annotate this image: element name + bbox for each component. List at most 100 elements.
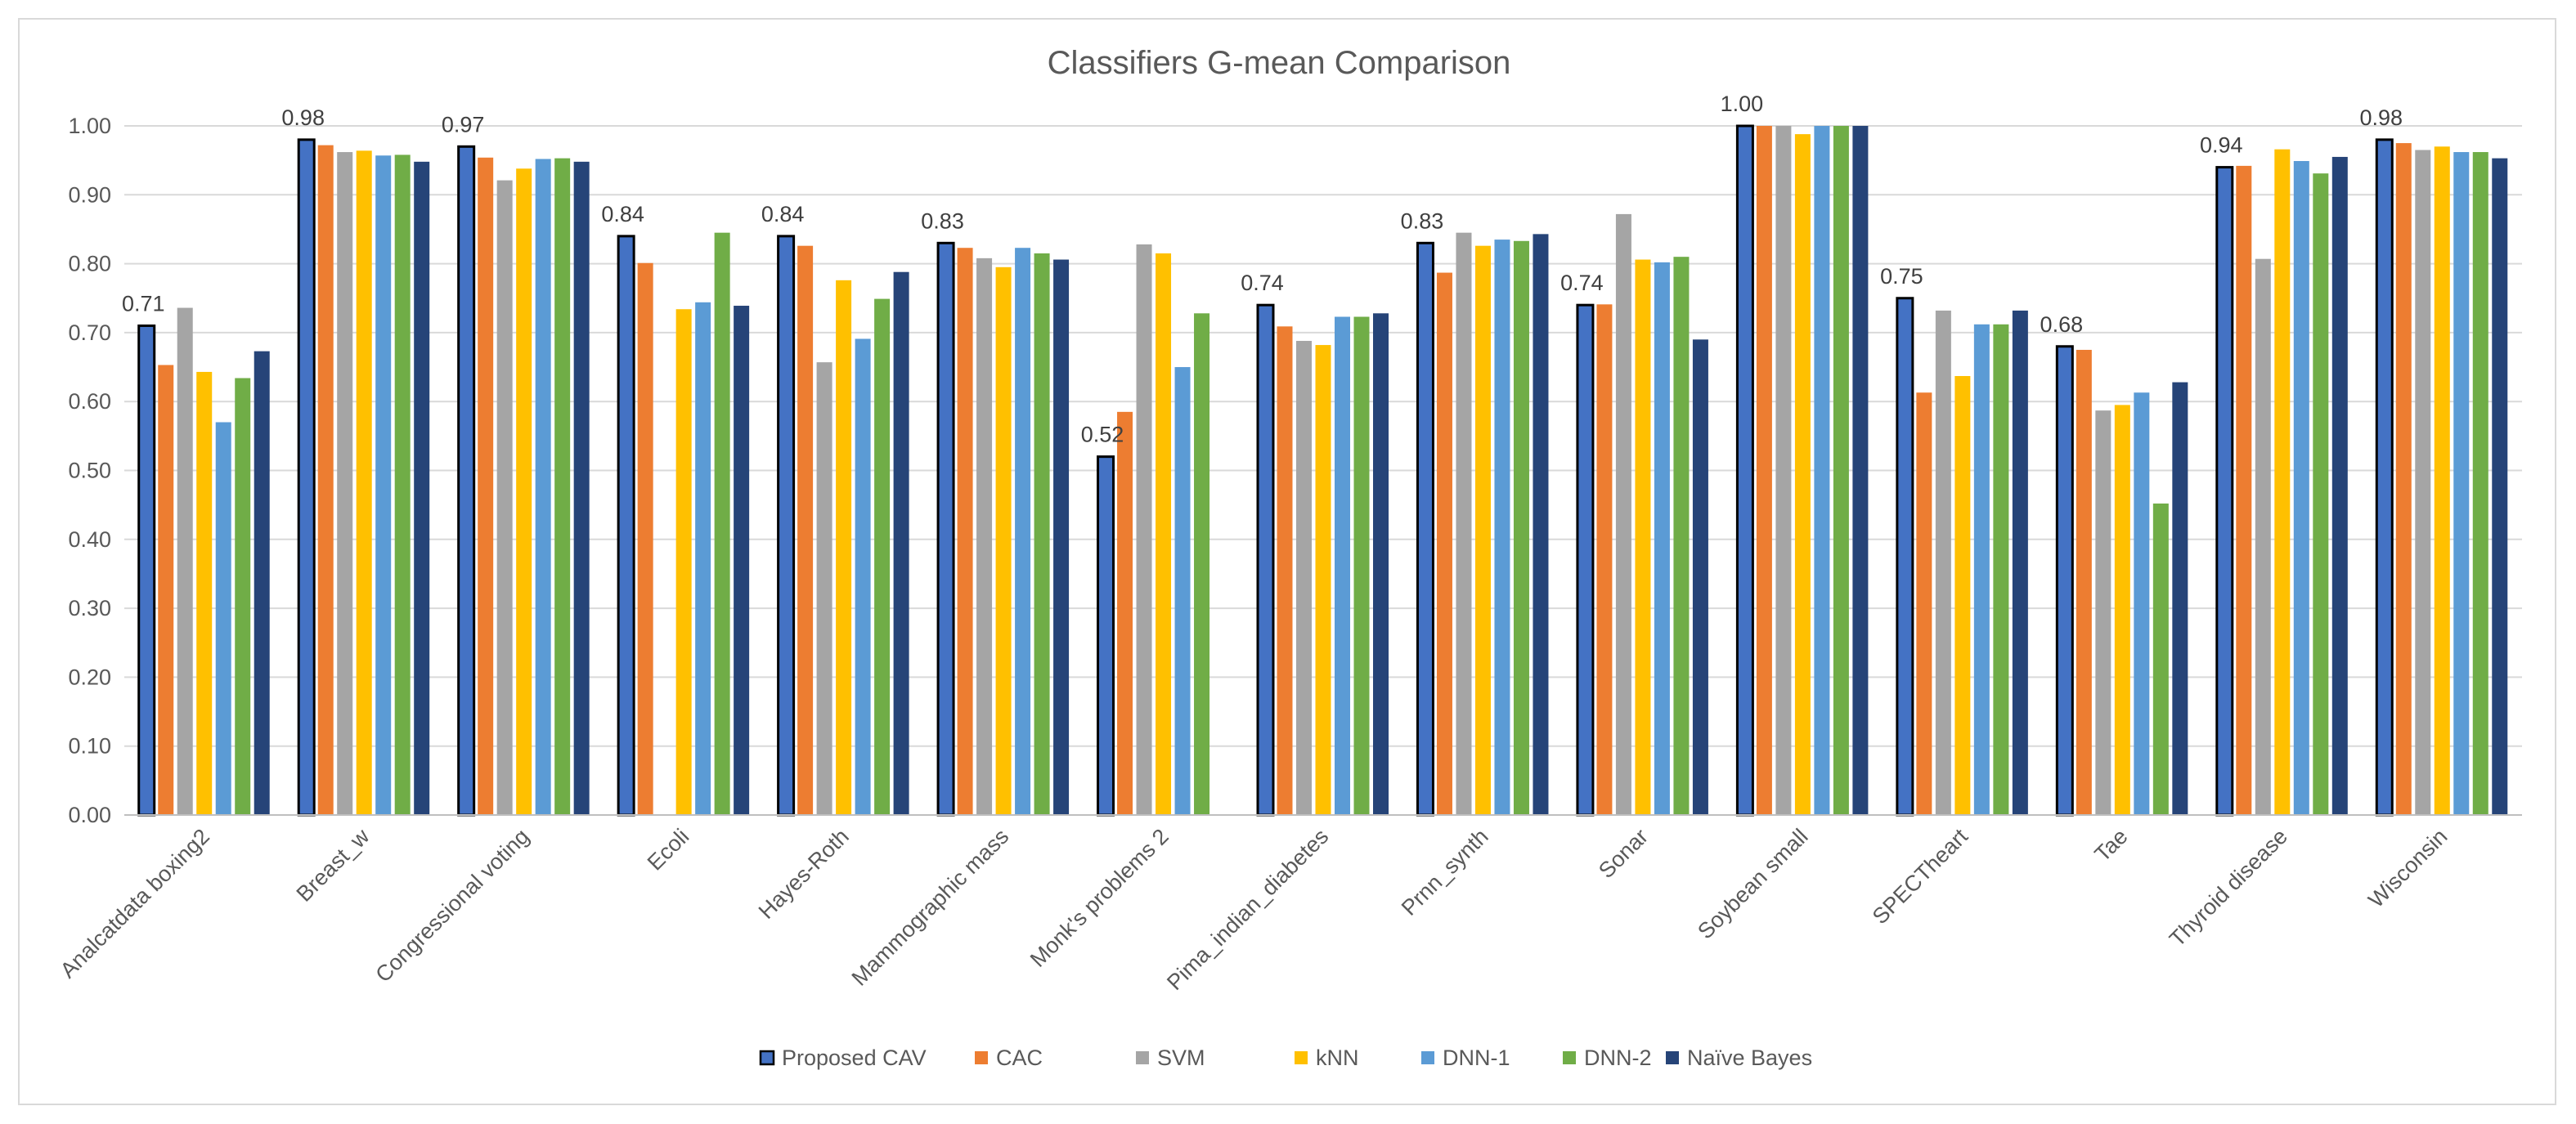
bar-proposed-cav-tae — [2055, 345, 2074, 817]
bar-cac-ecoli — [637, 262, 653, 816]
bar-knn-prnn-synth — [1474, 245, 1491, 815]
bar-knn-mammographic-mass — [995, 266, 1012, 815]
data-label-monk-s-problems-2: 0.52 — [1081, 423, 1124, 447]
legend-label: Proposed CAV — [782, 1046, 927, 1070]
legend-swatch — [1666, 1051, 1679, 1064]
bar-dnn-2-ecoli — [714, 232, 730, 815]
bar-svm-congressional-voting — [496, 180, 513, 816]
bar-svm-sonar — [1615, 213, 1631, 815]
bars — [137, 124, 2508, 817]
y-axis-ticks: 0.00 0.10 0.20 0.30 0.40 0.50 0.60 0.70 0.80 0.90… — [68, 114, 111, 827]
bar-cac-prnn-synth — [1436, 272, 1452, 816]
bar-proposed-cav-mammographic-mass — [936, 241, 955, 817]
legend-swatch — [759, 1050, 775, 1066]
bar-dnn-2-sonar — [1673, 257, 1690, 815]
y-tick-label: 0.90 — [68, 182, 111, 207]
y-tick-label: 0.60 — [68, 389, 111, 414]
bar-svm-mammographic-mass — [976, 257, 993, 816]
bar-na-ve-bayes-soybean-small — [1852, 126, 1869, 815]
legend-item-dnn-2: DNN-2 — [1563, 1046, 1652, 1070]
y-tick-label: 0.80 — [68, 252, 111, 276]
bar-dnn-2-thyroid-disease — [2313, 173, 2329, 816]
data-label-breast-w: 0.98 — [281, 105, 325, 130]
bar-proposed-cav-ecoli — [617, 235, 635, 817]
bar-knn-ecoli — [675, 309, 692, 815]
x-tick-label-thyroid-disease: Thyroid disease — [2165, 824, 2292, 952]
legend-swatch — [975, 1051, 988, 1064]
bar-na-ve-bayes-mammographic-mass — [1053, 259, 1070, 815]
bar-na-ve-bayes-congressional-voting — [573, 161, 590, 815]
bar-dnn-1-analcatdata-boxing2 — [215, 422, 231, 815]
bar-knn-soybean-small — [1794, 134, 1811, 816]
x-tick-label-mammographic-mass: Mammographic mass — [847, 824, 1014, 991]
y-tick-label: 0.40 — [68, 527, 111, 552]
bar-dnn-1-tae — [2134, 392, 2150, 816]
bar-svm-monk-s-problems-2 — [1136, 244, 1152, 816]
bar-dnn-1-hayes-roth — [855, 338, 871, 815]
data-label-hayes-roth: 0.84 — [761, 202, 805, 226]
bar-knn-analcatdata-boxing2 — [196, 371, 213, 815]
y-tick-label: 0.30 — [68, 596, 111, 620]
bar-svm-pima-indian-diabetes — [1296, 341, 1312, 815]
data-label-sonar: 0.74 — [1560, 271, 1604, 295]
bar-svm-analcatdata-boxing2 — [177, 307, 193, 815]
bar-proposed-cav-pima-indian-diabetes — [1256, 303, 1275, 817]
legend-item-proposed-cav: Proposed CAV — [759, 1046, 927, 1070]
bar-cac-pima-indian-diabetes — [1277, 326, 1293, 815]
bar-knn-thyroid-disease — [2274, 149, 2291, 816]
bar-svm-soybean-small — [1775, 126, 1792, 815]
y-tick-label: 0.00 — [68, 803, 111, 827]
legend-item-cac: CAC — [975, 1046, 1043, 1070]
x-tick-label-hayes-roth: Hayes-Roth — [754, 824, 854, 924]
bar-dnn-2-mammographic-mass — [1034, 253, 1050, 816]
y-tick-label: 0.20 — [68, 665, 111, 689]
bar-dnn-2-soybean-small — [1833, 126, 1849, 815]
bar-na-ve-bayes-prnn-synth — [1533, 234, 1549, 815]
legend-label: Naïve Bayes — [1687, 1046, 1812, 1070]
bar-dnn-2-prnn-synth — [1513, 240, 1529, 815]
bar-dnn-1-congressional-voting — [535, 159, 551, 816]
bar-knn-hayes-roth — [836, 280, 852, 815]
bar-dnn-2-breast-w — [394, 154, 411, 815]
bar-svm-wisconsin — [2415, 150, 2431, 815]
bar-cac-analcatdata-boxing2 — [158, 365, 174, 815]
x-tick-label-prnn-synth: Prnn_synth — [1397, 824, 1493, 920]
bar-svm-spectheart — [1935, 310, 1951, 815]
legend-swatch — [1563, 1051, 1576, 1064]
bar-svm-tae — [2095, 410, 2112, 815]
bar-cac-congressional-voting — [478, 157, 494, 815]
bar-dnn-2-hayes-roth — [874, 298, 891, 815]
bar-dnn-2-wisconsin — [2472, 152, 2488, 815]
bar-knn-congressional-voting — [516, 168, 532, 816]
x-tick-label-analcatdata-boxing2: Analcatdata boxing2 — [56, 824, 214, 983]
data-label-ecoli: 0.84 — [601, 202, 644, 226]
bar-na-ve-bayes-hayes-roth — [893, 271, 909, 815]
bar-dnn-2-tae — [2152, 503, 2169, 815]
x-tick-label-tae: Tae — [2090, 824, 2133, 867]
bar-cac-tae — [2076, 349, 2092, 816]
bar-dnn-1-ecoli — [695, 302, 711, 816]
x-tick-label-soybean-small: Soybean small — [1693, 824, 1812, 943]
bar-dnn-1-spectheart — [1973, 324, 1990, 815]
bar-knn-monk-s-problems-2 — [1156, 253, 1172, 816]
legend-label: CAC — [996, 1046, 1043, 1070]
legend-label: DNN-2 — [1584, 1046, 1652, 1070]
bar-proposed-cav-analcatdata-boxing2 — [137, 324, 156, 817]
legend-item-dnn-1: DNN-1 — [1421, 1046, 1510, 1070]
data-label-spectheart: 0.75 — [1880, 264, 1923, 289]
x-tick-label-sonar: Sonar — [1594, 824, 1653, 883]
chart-area: Classifiers G-mean Comparison 0.00 0.10 0.… — [18, 18, 2556, 1105]
x-tick-label-ecoli: Ecoli — [643, 824, 694, 875]
legend-swatch — [1136, 1051, 1149, 1064]
x-tick-label-breast-w: Breast_w — [292, 824, 375, 907]
data-label-analcatdata-boxing2: 0.71 — [122, 291, 165, 316]
bar-dnn-1-sonar — [1654, 262, 1670, 815]
data-label-soybean-small: 1.00 — [1721, 92, 1764, 116]
bar-na-ve-bayes-spectheart — [2012, 310, 2028, 815]
bar-proposed-cav-spectheart — [1896, 297, 1914, 817]
data-label-pima-indian-diabetes: 0.74 — [1241, 271, 1284, 295]
bar-svm-hayes-roth — [816, 362, 832, 815]
bar-dnn-1-pima-indian-diabetes — [1335, 316, 1350, 815]
bar-proposed-cav-soybean-small — [1735, 124, 1754, 817]
bar-cac-mammographic-mass — [957, 248, 973, 815]
